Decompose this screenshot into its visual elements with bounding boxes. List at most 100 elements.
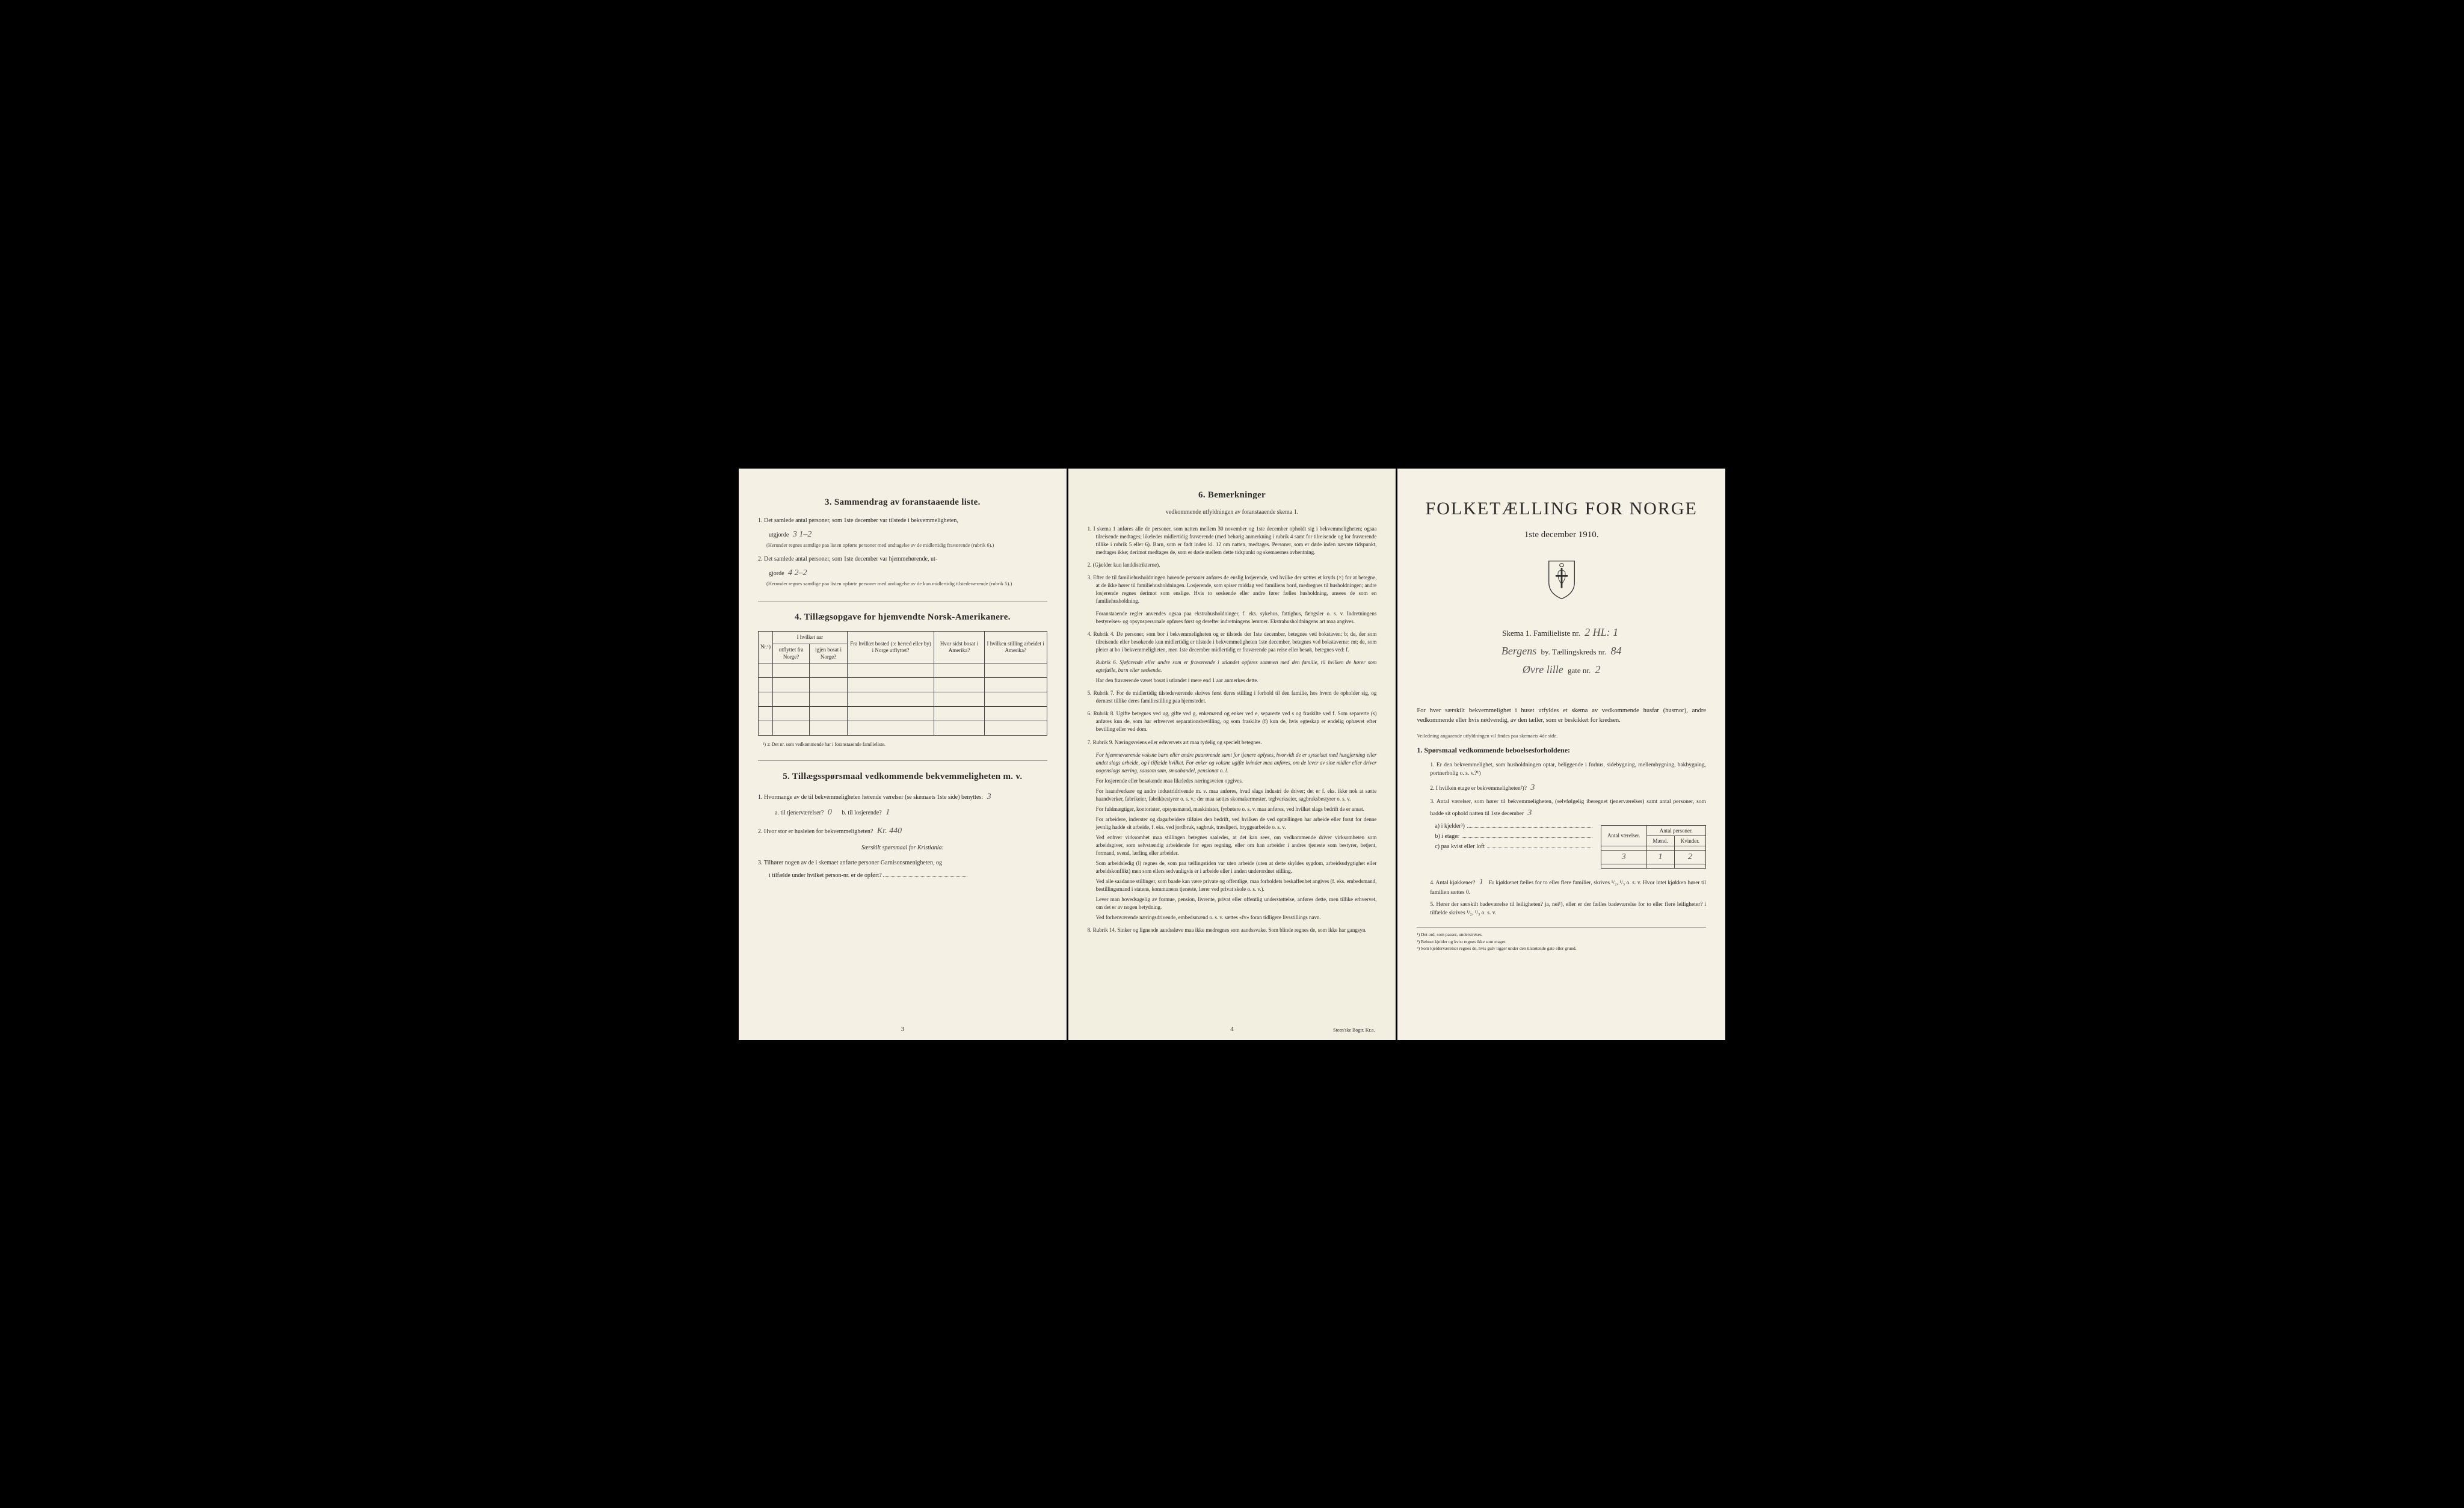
sec4-footnote: ¹) ɔ: Det nr. som vedkommende har i fora…	[758, 742, 1047, 747]
table-row	[759, 721, 1047, 736]
form-fields: Skema 1. Familieliste nr. 2 HL: 1 Bergen…	[1417, 626, 1706, 676]
gate-label: gate nr.	[1568, 666, 1591, 675]
p3-q3-val: 3	[1525, 808, 1534, 817]
p3-q2: 2. I hvilken etage er bekvemmeligheten²)…	[1430, 781, 1706, 794]
section5-title: 5. Tillægsspørsmaal vedkommende bekvemme…	[758, 772, 1047, 782]
sec3-q1-val: 3 1–2	[790, 530, 815, 539]
p3-q4: 4. Antal kjøkkener? 1 Er kjøkkenet fælle…	[1430, 876, 1706, 897]
th-col1c: igjen bosat i Norge?	[810, 644, 848, 663]
census-document: 3. Sammendrag av foranstaaende liste. 1.…	[739, 469, 1725, 1040]
sec5-q3: 3. Tilhører nogen av de i skemaet anført…	[758, 858, 1047, 867]
by-label: by. Tællingskreds nr.	[1541, 647, 1606, 656]
sec3-q1: 1. Det samlede antal personer, som 1ste …	[758, 516, 1047, 525]
divider	[758, 601, 1047, 602]
para7-9: Ved forhenværende næringsdrivende, embed…	[1096, 914, 1377, 922]
para-4c: Har den fraværende været bosat i utlande…	[1096, 677, 1377, 685]
sec5-q1: 1. Hvormange av de til bekvemmeligheten …	[758, 790, 1047, 803]
sec3-q1-note: (Herunder regnes samtlige paa listen opf…	[766, 542, 1047, 549]
th-col3: Hvor sidst bosat i Amerika?	[934, 632, 985, 663]
table-row	[1601, 846, 1706, 850]
p3-q3: 3. Antal værelser, som hører til bekvemm…	[1430, 798, 1706, 819]
th-col2: Fra hvilket bosted (ɔ: herred eller by) …	[847, 632, 934, 663]
sec5-q2: 2. Hvor stor er husleien for bekvemmelig…	[758, 825, 1047, 837]
th-col1a: I hvilket aar	[772, 632, 847, 644]
sec3-q1-label: utgjorde	[769, 532, 789, 538]
para7-5: Ved enhver virksomhet maa stillingen bet…	[1096, 834, 1377, 857]
item-2: 2. (Gjælder kun landdistrikterne).	[1088, 561, 1377, 569]
page-number: 4	[1230, 1026, 1234, 1033]
th-nr: Nr.¹)	[759, 632, 773, 663]
page-number: 3	[901, 1026, 905, 1033]
table-row	[759, 663, 1047, 678]
para-3b: Foranstaaende regler anvendes ogsaa paa …	[1096, 610, 1377, 626]
th-p: Antal personer.	[1646, 825, 1706, 836]
sec5-q1-val: 3	[985, 792, 994, 801]
page-3: 3. Sammendrag av foranstaaende liste. 1.…	[739, 469, 1067, 1040]
sec3-q2: 2. Det samlede antal personer, som 1ste …	[758, 555, 1047, 564]
para7-0: For hjemmeværende voksne barn eller andr…	[1096, 751, 1377, 775]
para7-3: For fuldmægtiger, kontorister, opsynsmæn…	[1096, 805, 1377, 813]
item-5: 5. Rubrik 7. For de midlertidig tilstede…	[1088, 689, 1377, 705]
fn3: ³) Som kjelderværelser regnes de, hvis g…	[1417, 945, 1706, 952]
fn2: ²) Beboet kjelder og kvist regnes ikke s…	[1417, 938, 1706, 945]
row-a: a) i kjelder³)	[1435, 823, 1595, 829]
page-4: 6. Bemerkninger vedkommende utfyldningen…	[1068, 469, 1396, 1040]
th-col4: I hvilken stilling arbeidet i Amerika?	[984, 632, 1047, 663]
sec3-q2-val: 4 2–2	[786, 568, 810, 577]
gate-val: 2	[1592, 663, 1603, 676]
p3-q2-val: 3	[1528, 783, 1537, 792]
p3-q5: 5. Hører der særskilt badeværelse til le…	[1430, 900, 1706, 918]
th-k: Kvinder.	[1674, 836, 1705, 846]
sec1-title: 1. Spørsmaal vedkommende beboelsesforhol…	[1417, 746, 1706, 755]
sec5-q3b: i tilfælde under hvilket person-nr. er d…	[769, 872, 882, 879]
para7-7: Ved alle saadanne stillinger, som baade …	[1096, 878, 1377, 893]
section6-sub: vedkommende utfyldningen av foranstaaend…	[1088, 509, 1377, 515]
intro-text: For hver særskilt bekvemmelighet i huset…	[1417, 706, 1706, 726]
intro-sub: Veiledning angaaende utfyldningen vil fi…	[1417, 733, 1706, 740]
blank-line	[883, 876, 967, 877]
skema-val: 2 HL: 1	[1582, 626, 1621, 638]
sec5-q1a-val: 0	[825, 808, 834, 817]
row-c: c) paa kvist eller loft	[1435, 843, 1595, 850]
para7-2: For haandverkere og andre industridriven…	[1096, 787, 1377, 803]
item-1: 1. I skema 1 anføres alle de personer, s…	[1088, 525, 1377, 556]
main-title: FOLKETÆLLING FOR NORGE	[1417, 499, 1706, 519]
sec3-q2-label: gjorde	[769, 570, 784, 577]
section4-title: 4. Tillægsopgave for hjemvendte Norsk-Am…	[758, 612, 1047, 623]
table-row	[759, 678, 1047, 692]
table-row: 3 1 2	[1601, 850, 1706, 864]
table-row	[759, 692, 1047, 707]
table-row	[759, 707, 1047, 721]
footnotes: ¹) Det ord, som passer, understrekes. ²)…	[1417, 927, 1706, 952]
divider	[758, 760, 1047, 761]
para7-1: For losjerende eller besøkende maa likel…	[1096, 777, 1377, 785]
coat-of-arms-icon	[1417, 558, 1706, 602]
section6-title: 6. Bemerkninger	[1088, 490, 1377, 500]
table-row	[1601, 864, 1706, 868]
p3-q1: 1. Er den bekvemmelighet, som husholdnin…	[1430, 761, 1706, 778]
p3-q4-val: 1	[1477, 878, 1486, 887]
item-7: 7. Rubrik 9. Næringsveiens eller erhverv…	[1088, 739, 1377, 746]
cover-page: FOLKETÆLLING FOR NORGE 1ste december 191…	[1397, 469, 1725, 1040]
sec5-q1b-val: 1	[883, 808, 892, 817]
by-val: Bergens	[1499, 645, 1539, 657]
main-date: 1ste december 1910.	[1417, 530, 1706, 540]
sec5-q1a: a. til tjenerværelser?	[775, 810, 824, 816]
item-6: 6. Rubrik 8. Ugifte betegnes ved ug, gif…	[1088, 710, 1377, 733]
section4-table: Nr.¹) I hvilket aar Fra hvilket bosted (…	[758, 631, 1047, 736]
section3-title: 3. Sammendrag av foranstaaende liste.	[758, 497, 1047, 508]
sec5-q2-val: Kr. 440	[875, 826, 904, 836]
sec5-q2sub: Særskilt spørsmaal for Kristiania:	[758, 845, 1047, 851]
printer-mark: Steen'ske Bogtr. Kr.a.	[1333, 1027, 1375, 1033]
gate-pre: Øvre lille	[1520, 663, 1566, 676]
item-8: 8. Rubrik 14. Sinker og lignende aandssl…	[1088, 926, 1377, 934]
item-4: 4. Rubrik 4. De personer, som bor i bekv…	[1088, 630, 1377, 654]
th-col1b: utflyttet fra Norge?	[772, 644, 809, 663]
th-m: Mænd.	[1646, 836, 1674, 846]
para-4b: Rubrik 6. Sjøfarende eller andre som er …	[1096, 659, 1377, 674]
row-b: b) i etager	[1435, 833, 1595, 840]
para7-8: Lever man hovedsagelig av formue, pensio…	[1096, 896, 1377, 911]
th-v: Antal værelser.	[1601, 825, 1647, 846]
fn1: ¹) Det ord, som passer, understrekes.	[1417, 931, 1706, 938]
para7-4: For arbeidere, inderster og dagarbeidere…	[1096, 816, 1377, 831]
